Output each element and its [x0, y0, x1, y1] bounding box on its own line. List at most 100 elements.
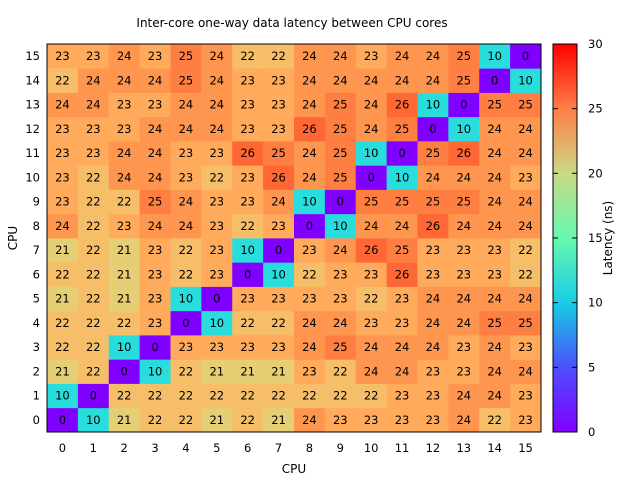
- y-tick-label: 1: [33, 389, 40, 403]
- heatmap-cell: [355, 213, 388, 239]
- heatmap-cell: [108, 286, 141, 312]
- cell-value-label: 10: [179, 292, 194, 306]
- heatmap-cell: [263, 407, 295, 433]
- cell-value-label: 23: [271, 340, 286, 354]
- heatmap-cell: [479, 116, 511, 142]
- cell-value-label: 23: [209, 243, 224, 257]
- cell-value-label: 23: [518, 389, 533, 403]
- heatmap-cell: [232, 262, 264, 287]
- heatmap-cell: [263, 310, 295, 336]
- cell-value-label: 24: [487, 146, 502, 160]
- cell-value-label: 24: [426, 340, 441, 354]
- heatmap-cell: [386, 310, 418, 336]
- cell-value-label: 24: [456, 389, 471, 403]
- heatmap-cell: [263, 213, 295, 239]
- heatmap-cell: [77, 286, 110, 312]
- cell-value-label: 0: [522, 49, 529, 63]
- heatmap-cell: [448, 165, 480, 190]
- cell-value-label: 24: [333, 49, 348, 63]
- heatmap-cell: [448, 359, 480, 384]
- cell-value-label: 25: [426, 195, 441, 209]
- x-tick-label: 11: [395, 441, 410, 455]
- heatmap-cell: [170, 310, 202, 336]
- cell-value-label: 22: [86, 195, 101, 209]
- heatmap-cell: [324, 165, 357, 190]
- cell-value-label: 22: [179, 389, 194, 403]
- cell-value-label: 25: [271, 146, 286, 160]
- cell-value-label: 24: [487, 292, 502, 306]
- cell-value-label: 26: [456, 146, 471, 160]
- heatmap-cell: [108, 238, 141, 263]
- heatmap-cell: [294, 116, 326, 142]
- heatmap-cell: [77, 359, 110, 384]
- heatmap-cell: [355, 116, 388, 142]
- cell-value-label: 22: [117, 316, 132, 330]
- heatmap-cell: [139, 407, 171, 433]
- cell-value-label: 24: [117, 73, 132, 87]
- heatmap-cell: [294, 189, 326, 215]
- heatmap-cell: [77, 44, 110, 69]
- heatmap-cell: [386, 286, 418, 312]
- heatmap-cell: [386, 141, 418, 166]
- heatmap-cell: [170, 141, 202, 166]
- cell-value-label: 22: [55, 267, 70, 281]
- cell-value-label: 25: [395, 243, 410, 257]
- heatmap-cell: [108, 407, 141, 433]
- x-tick-label: 5: [213, 441, 220, 455]
- x-tick-label: 7: [275, 441, 282, 455]
- cell-value-label: 24: [117, 49, 132, 63]
- cell-value-label: 24: [456, 292, 471, 306]
- heatmap-cell: [448, 335, 480, 360]
- heatmap-cell: [201, 262, 233, 287]
- cell-value-label: 26: [395, 98, 410, 112]
- cell-value-label: 0: [59, 413, 66, 427]
- cell-value-label: 24: [117, 146, 132, 160]
- cell-value-label: 24: [456, 413, 471, 427]
- heatmap-cell: [479, 310, 511, 336]
- y-tick-label: 14: [25, 73, 40, 87]
- cell-value-label: 21: [55, 292, 70, 306]
- heatmap-cell: [263, 335, 295, 360]
- cell-value-label: 24: [426, 73, 441, 87]
- cell-value-label: 21: [271, 413, 286, 427]
- cell-value-label: 24: [395, 49, 410, 63]
- heatmap-cell: [324, 189, 357, 215]
- cell-value-label: 23: [179, 146, 194, 160]
- cell-value-label: 0: [491, 73, 498, 87]
- heatmap-cell: [170, 238, 202, 263]
- x-tick-label: 9: [337, 441, 344, 455]
- heatmap-cell: [448, 407, 480, 433]
- heatmap-cell: [510, 310, 542, 336]
- heatmap-cell: [386, 213, 418, 239]
- heatmap-cell: [108, 68, 141, 93]
- heatmap-cell: [108, 213, 141, 239]
- cell-value-label: 26: [240, 146, 255, 160]
- heatmap-cell: [355, 335, 388, 360]
- heatmap-cell: [47, 68, 79, 93]
- heatmap-cell: [108, 44, 141, 69]
- heatmap-cell: [479, 92, 511, 118]
- heatmap-cell: [263, 165, 295, 190]
- cell-value-label: 22: [86, 243, 101, 257]
- heatmap-cell: [201, 68, 233, 93]
- heatmap-cell: [263, 44, 295, 69]
- cell-value-label: 23: [240, 170, 255, 184]
- heatmap-cell: [355, 383, 388, 409]
- heatmap-cell: [448, 262, 480, 287]
- heatmap-cell: [47, 310, 79, 336]
- cell-value-label: 23: [55, 49, 70, 63]
- heatmap-cell: [232, 310, 264, 336]
- cell-value-label: 0: [244, 267, 251, 281]
- cell-value-label: 24: [518, 219, 533, 233]
- cell-value-label: 23: [148, 316, 163, 330]
- cell-value-label: 22: [179, 267, 194, 281]
- heatmap-cell: [417, 286, 449, 312]
- cell-value-label: 25: [426, 146, 441, 160]
- cell-value-label: 25: [148, 195, 163, 209]
- cell-value-label: 26: [302, 122, 317, 136]
- heatmap-cell: [77, 92, 110, 118]
- cell-value-label: 25: [487, 98, 502, 112]
- cell-value-label: 24: [148, 73, 163, 87]
- x-tick-label: 15: [518, 441, 533, 455]
